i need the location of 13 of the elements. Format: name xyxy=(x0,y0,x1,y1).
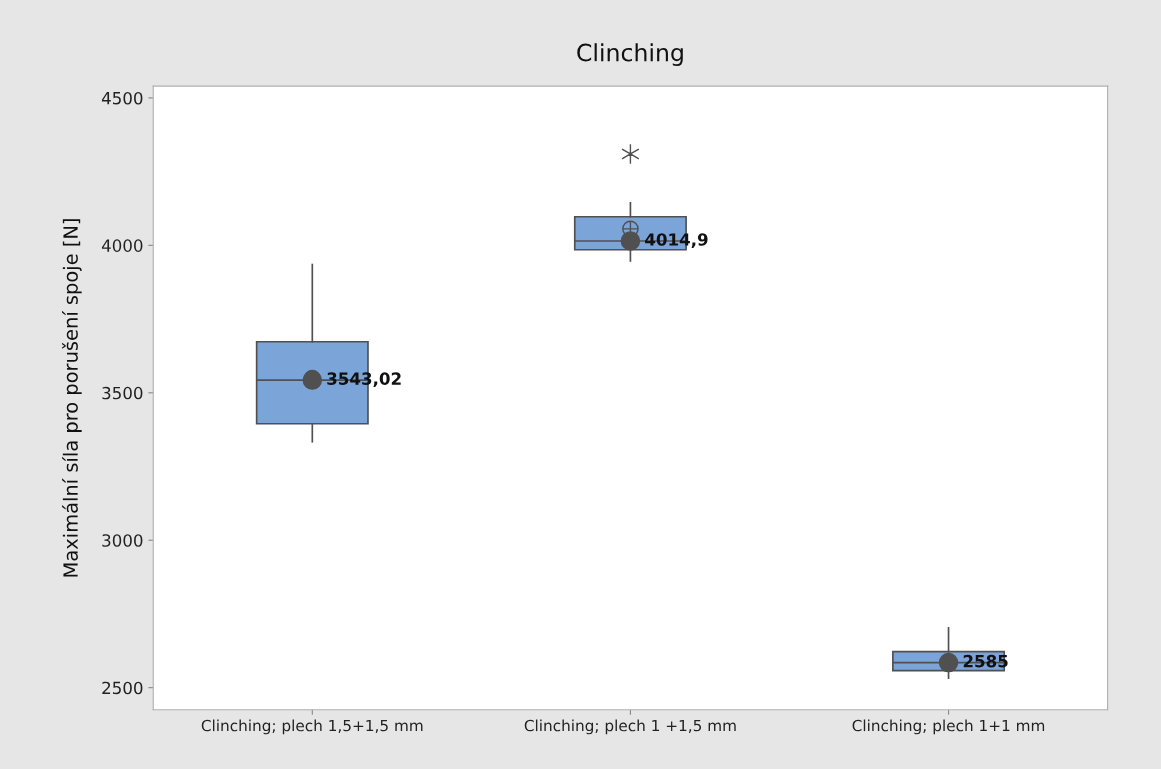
x-tick-label: Clinching; plech 1,5+1,5 mm xyxy=(201,719,423,735)
point xyxy=(620,231,641,251)
point xyxy=(938,652,959,673)
y-axis-title: Maximální síla pro porušení spoje [N] xyxy=(62,219,82,577)
x-tick-label: Clinching; plech 1 +1,5 mm xyxy=(524,719,736,735)
y-tick-label: 3500 xyxy=(102,386,143,400)
y-tick-label: 3000 xyxy=(102,534,143,547)
y-tick-label: 4500 xyxy=(101,91,143,105)
y-tick-label: 2500 xyxy=(102,681,143,695)
y-tick-label: 4000 xyxy=(101,239,143,252)
x-tick-label: Clinching; plech 1+1 mm xyxy=(852,719,1045,735)
data-label: 3543,02 xyxy=(327,372,401,388)
chart-title: Clinching xyxy=(577,43,683,67)
